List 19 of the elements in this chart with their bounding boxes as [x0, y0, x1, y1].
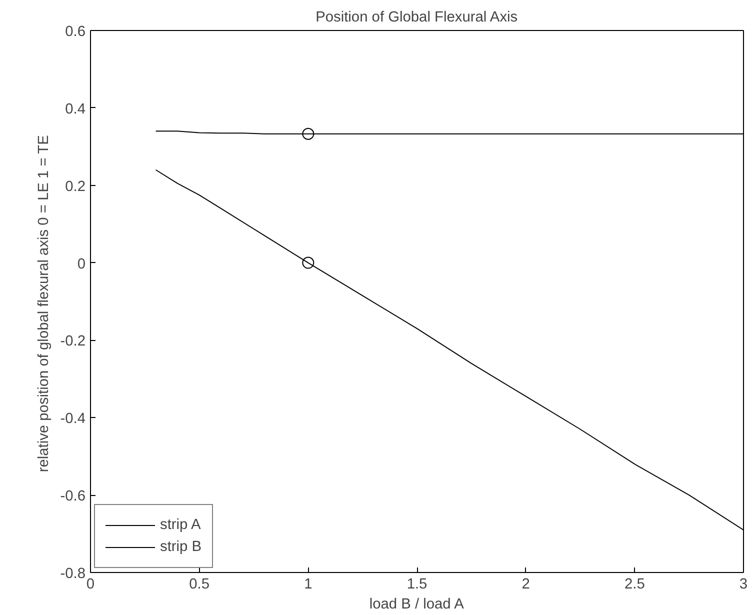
x-tick-label: 2: [522, 576, 530, 592]
legend-label: strip A: [160, 517, 201, 533]
x-tick-label: 2.5: [624, 576, 645, 592]
chart-title: Position of Global Flexural Axis: [316, 10, 518, 26]
legend-label: strip B: [160, 539, 202, 555]
y-tick-label: -0.4: [60, 411, 86, 428]
y-tick-label: -0.8: [60, 566, 86, 582]
y-tick-label: -0.2: [60, 334, 86, 350]
x-axis-title: load B / load A: [369, 596, 464, 612]
y-tick-label: 0.2: [65, 178, 86, 195]
x-tick-label: 3: [739, 576, 748, 592]
x-tick-label: 0.5: [189, 576, 210, 592]
y-tick-label: 0.4: [65, 101, 86, 118]
y-axis-title: relative position of global flexural axis 0 = LE 1 = TE: [36, 134, 52, 472]
x-tick-label: 1.5: [406, 576, 428, 592]
x-tick-label: 1: [304, 576, 312, 592]
y-tick-label: 0.6: [65, 24, 86, 40]
y-tick-label: 0: [77, 256, 86, 272]
y-tick-label: -0.6: [60, 488, 86, 505]
